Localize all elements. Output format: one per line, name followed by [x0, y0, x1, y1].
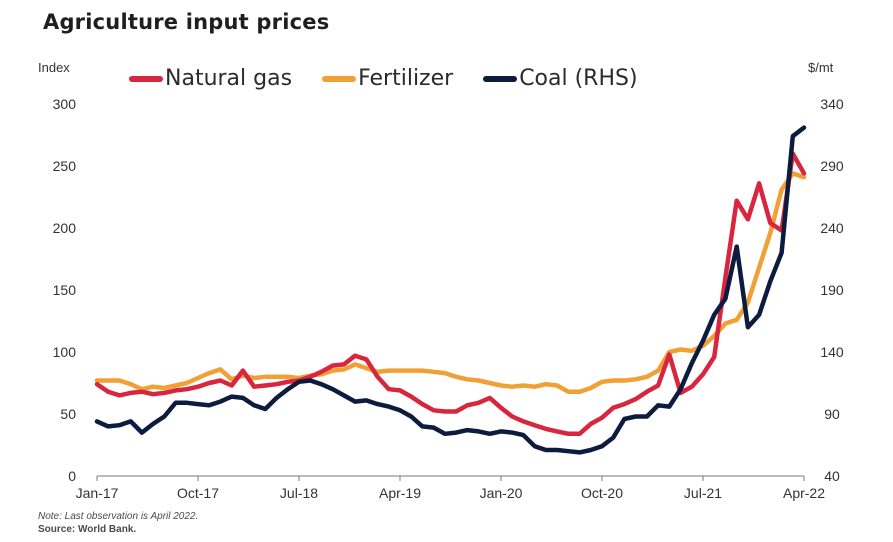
y-right-tick-label: 190 — [820, 282, 844, 298]
chart-title: Agriculture input prices — [43, 10, 330, 34]
right-axis-unit: $/mt — [808, 60, 834, 75]
y-right-tick-label: 340 — [820, 96, 844, 112]
legend-swatch-fertilizer — [322, 75, 357, 82]
y-left-tick-label: 0 — [68, 468, 76, 484]
series-line-natural-gas — [94, 151, 807, 437]
chart-plot: 0 50 100 150 200 250 300 40 90 140 190 240 290 340 Jan… — [53, 96, 844, 501]
legend-swatch-coal — [483, 75, 518, 82]
legend-label-natural-gas: Natural gas — [165, 66, 293, 91]
y-right-tick-label: 40 — [824, 468, 840, 484]
x-tick-label: Oct-17 — [177, 485, 219, 501]
series-line-fertilizer — [94, 171, 807, 394]
legend-label-fertilizer: Fertilizer — [358, 66, 454, 91]
source-text: Source: World Bank. — [38, 524, 137, 535]
series-line-coal-rhs — [94, 125, 807, 455]
x-tick-label: Apr-19 — [379, 485, 421, 501]
footnote: Note: Last observation is April 2022. So… — [38, 510, 198, 536]
y-left-tick-label: 300 — [53, 96, 77, 112]
y-right-tick-label: 140 — [820, 344, 844, 360]
note-text: Note: Last observation is April 2022. — [38, 511, 199, 522]
y-left-tick-label: 250 — [53, 158, 77, 174]
x-tick-label: Jul-21 — [684, 485, 722, 501]
left-axis-unit: Index — [38, 60, 70, 75]
y-left-tick-label: 200 — [53, 220, 77, 236]
legend-item-natural-gas: Natural gas — [129, 66, 292, 91]
legend: Natural gas Fertilizer Coal (RHS) — [129, 66, 638, 91]
x-tick-label: Jan-20 — [480, 485, 523, 501]
x-tick-label: Oct-20 — [581, 485, 623, 501]
legend-item-coal: Coal (RHS) — [483, 66, 638, 91]
y-left-tick-label: 50 — [60, 406, 76, 422]
y-left-tick-label: 100 — [53, 344, 77, 360]
y-right-tick-label: 90 — [824, 406, 840, 422]
legend-item-fertilizer: Fertilizer — [322, 66, 453, 91]
x-tick-label: Jan-17 — [76, 485, 119, 501]
y-right-tick-label: 290 — [820, 158, 844, 174]
legend-label-coal: Coal (RHS) — [519, 66, 638, 91]
x-tick-label: Jul-18 — [280, 485, 318, 501]
y-left-tick-label: 150 — [53, 282, 77, 298]
y-right-tick-label: 240 — [820, 220, 844, 236]
x-tick-label: Apr-22 — [783, 485, 825, 501]
legend-swatch-natural-gas — [129, 75, 163, 82]
